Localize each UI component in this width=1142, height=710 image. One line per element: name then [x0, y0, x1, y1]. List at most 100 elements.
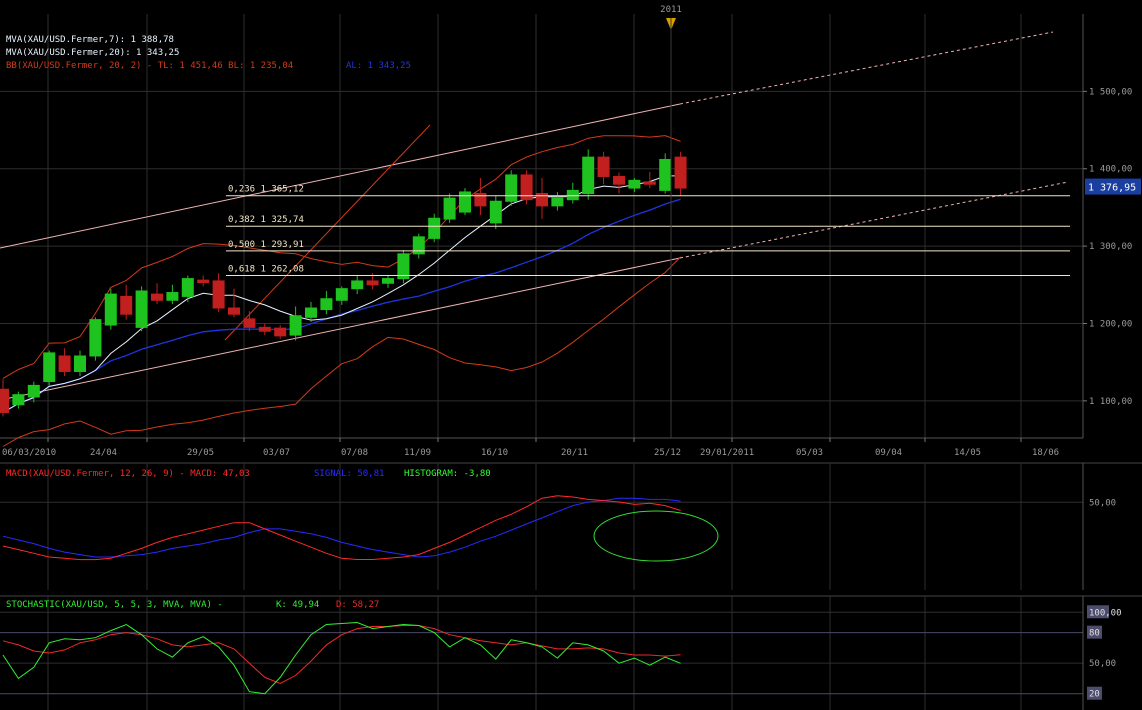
candle[interactable] [412, 233, 425, 259]
candle[interactable] [459, 188, 471, 216]
date-tick-label: 03/07 [263, 448, 290, 458]
candle-body [643, 181, 656, 185]
bollinger-average-legend: AL: 1 343,25 [346, 61, 411, 71]
year-marker: 2011 [660, 5, 682, 438]
upper-channel-trendline [0, 103, 681, 249]
candle[interactable] [597, 151, 610, 185]
candle[interactable] [474, 178, 487, 216]
signal-legend: SIGNAL: 50,81 [314, 469, 384, 479]
mva20-line [2, 198, 681, 414]
candle-body [258, 326, 271, 332]
candle[interactable] [582, 149, 595, 200]
candle[interactable] [289, 306, 302, 341]
candle-body [151, 293, 163, 301]
candle[interactable] [428, 213, 441, 243]
candle[interactable] [351, 275, 364, 295]
date-tick-label: 29/05 [187, 448, 214, 458]
date-axis: 06/03/2010 24/04 29/05 03/07 07/08 11/09 16/10… [2, 438, 1059, 458]
candlesticks[interactable] [0, 149, 687, 417]
candle[interactable] [566, 182, 579, 204]
candle[interactable] [505, 170, 518, 206]
candle[interactable] [335, 286, 348, 305]
candle[interactable] [397, 249, 410, 284]
candle-body [412, 236, 425, 255]
candle[interactable] [643, 171, 656, 189]
last-price-label: 1 376,95 [1088, 183, 1136, 194]
candle[interactable] [274, 325, 287, 339]
candle-body [135, 290, 148, 328]
candle-body [659, 158, 672, 191]
candle-body [397, 253, 410, 280]
stochastic-k-line [2, 621, 681, 695]
date-tick-label: 25/12 [654, 448, 681, 458]
candle[interactable] [58, 348, 71, 377]
price-panel[interactable]: 1 500,00 1 400,00 1 300,00 1 200,00 1 100,00… [0, 5, 1141, 458]
candle[interactable] [12, 391, 25, 409]
histogram-legend: HISTOGRAM: -3,80 [404, 469, 491, 479]
candle[interactable] [443, 193, 456, 223]
candle[interactable] [659, 153, 672, 194]
candle[interactable] [197, 275, 210, 287]
candle-body [382, 278, 394, 284]
candle-body [274, 327, 287, 337]
stochastic-panel[interactable]: 100,00 80 50,00 20 STOCHASTIC(XAU/USD, 5, 5… [0, 595, 1142, 710]
price-tick-label: 1 500,00 [1089, 87, 1132, 97]
candle[interactable] [258, 323, 271, 336]
stochastic-legend: STOCHASTIC(XAU/USD, 5, 5, 3, MVA, MVA) - [6, 600, 223, 610]
candle[interactable] [489, 195, 502, 230]
candle[interactable] [181, 275, 194, 302]
date-tick-label: 24/04 [90, 448, 117, 458]
candle-body [289, 315, 302, 336]
stochastic-level-box [1087, 686, 1102, 700]
candle[interactable] [151, 283, 163, 305]
candle[interactable] [551, 191, 564, 211]
candle[interactable] [674, 151, 687, 196]
candle[interactable] [320, 290, 333, 315]
candle[interactable] [228, 288, 240, 318]
candle[interactable] [536, 178, 548, 220]
macd-tick-label: 50,00 [1089, 498, 1116, 508]
highlight-circle [593, 510, 719, 562]
candle[interactable] [104, 288, 117, 330]
candle-body [628, 179, 641, 189]
candle-body [613, 175, 625, 185]
price-axis: 1 500,00 1 400,00 1 300,00 1 200,00 1 100,00 [1083, 87, 1132, 407]
macd-panel[interactable]: 50,00 MACD(XAU/USD.Fermer, 12, 26, 9) - … [0, 462, 1142, 590]
candle-body [351, 280, 364, 290]
candle-body [536, 193, 548, 207]
candle[interactable] [382, 275, 394, 288]
candle[interactable] [212, 273, 225, 312]
candle[interactable] [628, 178, 641, 192]
candle[interactable] [243, 311, 256, 332]
bollinger-lower-band [2, 256, 681, 447]
date-tick-label: 14/05 [954, 448, 981, 458]
candle[interactable] [520, 170, 533, 205]
candle-body [459, 191, 471, 213]
candle-body [43, 352, 56, 383]
candle[interactable] [305, 301, 317, 322]
candle[interactable] [74, 350, 86, 377]
price-tick-label: 1 100,00 [1089, 397, 1132, 407]
candle[interactable] [135, 286, 148, 332]
macd-legend: MACD(XAU/USD.Fermer, 12, 26, 9) - MACD: … [6, 469, 491, 479]
candle[interactable] [166, 284, 179, 305]
candle[interactable] [89, 317, 102, 361]
last-price-badge: 1 376,95 [1085, 178, 1141, 195]
candle-body [104, 293, 117, 326]
candle-body [489, 200, 502, 224]
steep-trendline [224, 124, 431, 341]
candle-body [0, 388, 9, 413]
candle-body [366, 280, 379, 286]
candle[interactable] [0, 379, 9, 417]
candle-body [443, 197, 456, 220]
stochastic-grid: 100,00 80 50,00 20 [0, 595, 1142, 710]
candle[interactable] [27, 381, 40, 403]
date-tick-label: 29/01/2011 [700, 448, 754, 458]
macd-lines [2, 495, 719, 562]
candle-body [12, 394, 25, 406]
candle-body [674, 156, 687, 189]
candle[interactable] [613, 172, 625, 194]
candle[interactable] [43, 350, 56, 386]
candle[interactable] [120, 284, 133, 320]
